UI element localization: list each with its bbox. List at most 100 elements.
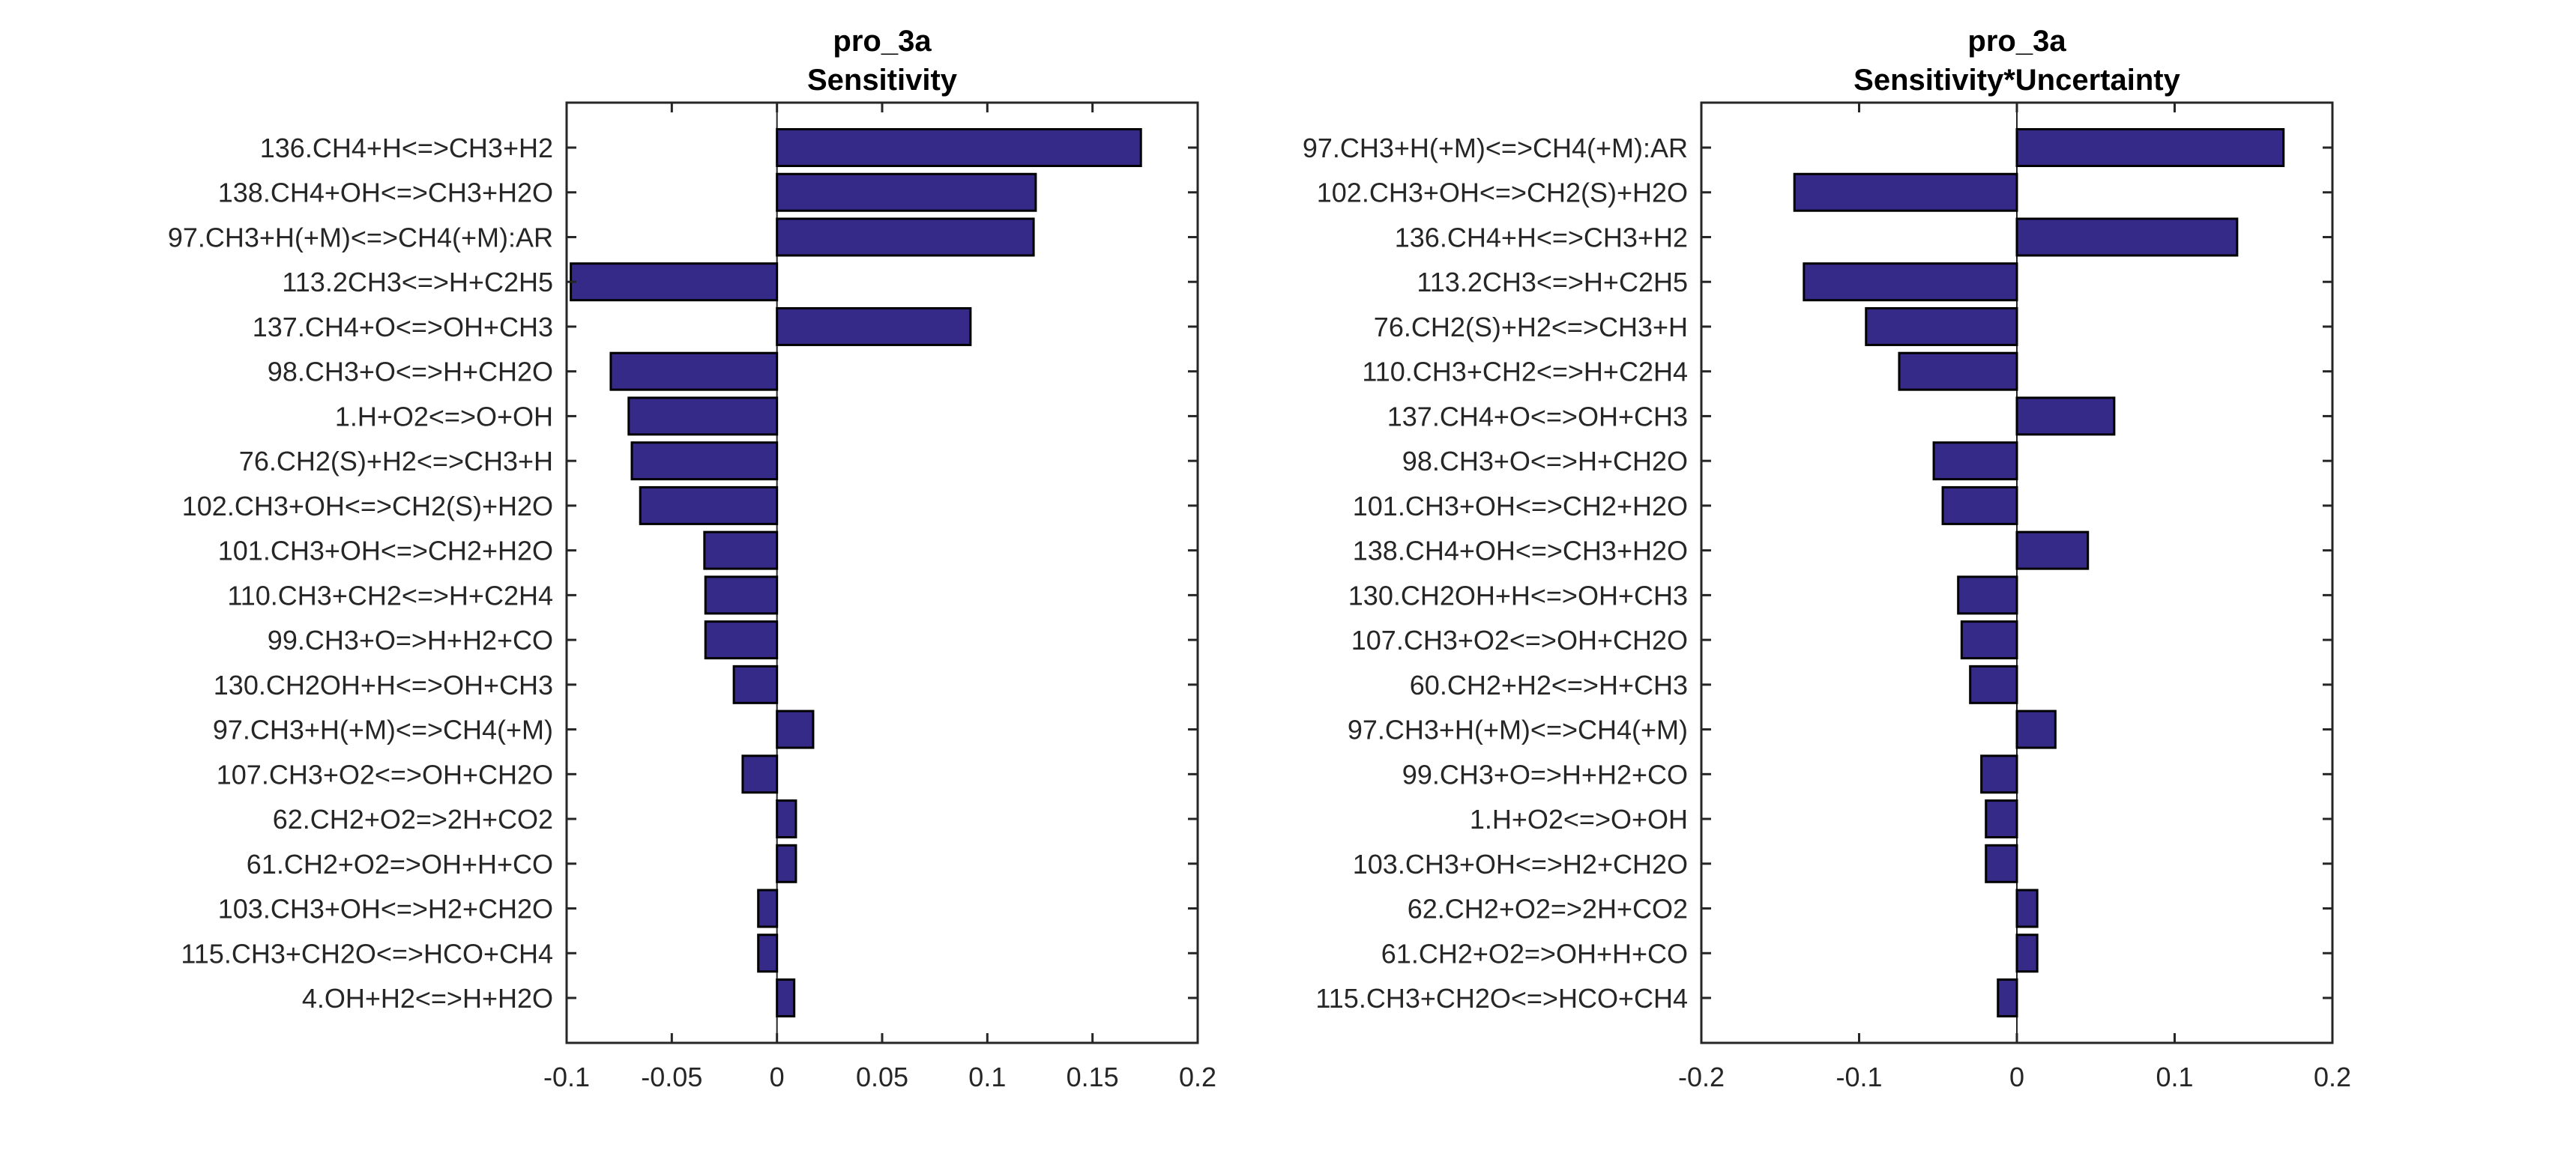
bar <box>741 754 779 794</box>
plot-area: 97.CH3+H(+M)<=>CH4(+M):AR 102.CH3+OH<=>CH… <box>1303 101 2351 1092</box>
bar <box>1932 441 2018 481</box>
y-tick-label: 113.2CH3<=>H+C2H5 <box>1417 267 1688 297</box>
bar <box>703 530 779 570</box>
bar <box>1980 754 2018 794</box>
panel-title: pro_3a <box>833 25 932 58</box>
y-tick-label: 1.H+O2<=>O+OH <box>1470 804 1688 835</box>
axes-box <box>1700 101 2334 1044</box>
x-tick-label: 0.1 <box>968 1062 1006 1092</box>
bar <box>704 575 779 615</box>
y-tick-label: 98.CH3+O<=>H+CH2O <box>1402 446 1688 476</box>
panel-title: pro_3a <box>1967 25 2066 58</box>
bar <box>1960 620 2018 660</box>
y-tick-label: 101.CH3+OH<=>CH2+H2O <box>1353 491 1688 521</box>
bar <box>2015 217 2239 257</box>
x-tick-label: 0.2 <box>2314 1062 2351 1092</box>
x-tick-label: -0.05 <box>641 1062 702 1092</box>
sensitivity-panel: pro_3a Sensitivity 136.CH4+H<=>CH3+H2 138… <box>168 25 1216 1092</box>
bar <box>639 485 779 525</box>
bar <box>2015 530 2090 570</box>
x-tick-label: 0.2 <box>1179 1062 1216 1092</box>
bar <box>776 978 796 1017</box>
axes-box <box>565 101 1199 1044</box>
bar <box>776 217 1035 257</box>
bar <box>630 441 779 481</box>
y-tick-label: 107.CH3+O2<=>OH+CH2O <box>217 759 553 790</box>
plot-area: 136.CH4+H<=>CH3+H2 138.CH4+OH<=>CH3+H2O 97… <box>168 101 1216 1092</box>
y-tick-label: 102.CH3+OH<=>CH2(S)+H2O <box>1317 178 1688 208</box>
x-tick-label: -0.1 <box>1836 1062 1882 1092</box>
y-tick-label: 97.CH3+H(+M)<=>CH4(+M):AR <box>168 222 553 252</box>
y-tick-label: 102.CH3+OH<=>CH2(S)+H2O <box>182 491 553 521</box>
y-tick-label: 62.CH2+O2=>2H+CO2 <box>1408 894 1688 925</box>
x-tick-label: 0.05 <box>856 1062 908 1092</box>
x-tick-label: -0.1 <box>543 1062 590 1092</box>
y-tick-label: 97.CH3+H(+M)<=>CH4(+M) <box>213 715 553 745</box>
bar <box>2015 396 2116 436</box>
bar <box>2015 889 2039 928</box>
y-tick-label: 107.CH3+O2<=>OH+CH2O <box>1351 625 1688 656</box>
bar <box>1941 485 2018 525</box>
y-tick-label: 76.CH2(S)+H2<=>CH3+H <box>239 446 553 476</box>
y-tick-label: 61.CH2+O2=>OH+H+CO <box>247 849 553 880</box>
y-tick-label: 76.CH2(S)+H2<=>CH3+H <box>1374 312 1688 342</box>
bar <box>1985 844 2018 883</box>
bar <box>704 620 779 660</box>
y-tick-label: 130.CH2OH+H<=>OH+CH3 <box>214 670 553 701</box>
y-tick-label: 61.CH2+O2=>OH+H+CO <box>1381 938 1688 969</box>
x-tick-label: 0 <box>770 1062 785 1092</box>
bar <box>776 306 972 346</box>
bar <box>776 844 797 883</box>
panel-subtitle: Sensitivity <box>807 64 958 97</box>
bar <box>1898 351 2018 391</box>
bar <box>776 709 815 749</box>
y-tick-label: 130.CH2OH+H<=>OH+CH3 <box>1348 580 1688 611</box>
y-tick-label: 110.CH3+CH2<=>H+C2H4 <box>1362 357 1688 387</box>
bar <box>1865 306 2018 346</box>
y-tick-label: 115.CH3+CH2O<=>HCO+CH4 <box>181 938 553 969</box>
y-tick-label: 1.H+O2<=>O+OH <box>335 401 553 432</box>
y-tick-label: 103.CH3+OH<=>H2+CH2O <box>1353 849 1688 880</box>
x-tick-label: 0 <box>2009 1062 2024 1092</box>
x-tick-label: 0.1 <box>2156 1062 2193 1092</box>
bar <box>757 934 779 973</box>
bar <box>732 665 779 704</box>
bar <box>776 128 1142 167</box>
y-tick-label: 136.CH4+H<=>CH3+H2 <box>260 133 553 163</box>
y-tick-label: 113.2CH3<=>H+C2H5 <box>282 267 553 297</box>
y-tick-label: 99.CH3+O=>H+H2+CO <box>268 625 553 656</box>
bar <box>2015 128 2285 167</box>
y-tick-label: 137.CH4+O<=>OH+CH3 <box>1387 401 1688 432</box>
y-tick-label: 99.CH3+O=>H+H2+CO <box>1402 759 1688 790</box>
bar <box>1957 575 2018 615</box>
y-tick-label: 137.CH4+O<=>OH+CH3 <box>253 312 553 342</box>
x-tick-label: 0.15 <box>1067 1062 1119 1092</box>
y-tick-label: 4.OH+H2<=>H+H2O <box>302 983 553 1014</box>
y-tick-label: 103.CH3+OH<=>H2+CH2O <box>218 894 553 925</box>
bar <box>2015 709 2057 749</box>
y-tick-label: 101.CH3+OH<=>CH2+H2O <box>218 536 553 566</box>
bar <box>1985 799 2018 839</box>
y-tick-label: 60.CH2+H2<=>H+CH3 <box>1410 670 1688 701</box>
y-tick-label: 97.CH3+H(+M)<=>CH4(+M):AR <box>1303 133 1688 163</box>
y-tick-label: 62.CH2+O2=>2H+CO2 <box>273 804 553 835</box>
y-tick-label: 98.CH3+O<=>H+CH2O <box>268 357 553 387</box>
bar <box>1793 172 2018 212</box>
y-tick-label: 110.CH3+CH2<=>H+C2H4 <box>227 580 553 611</box>
y-tick-label: 138.CH4+OH<=>CH3+H2O <box>218 178 553 208</box>
bar <box>627 396 779 436</box>
bar <box>1969 665 2018 704</box>
y-tick-label: 138.CH4+OH<=>CH3+H2O <box>1353 536 1688 566</box>
bar <box>570 262 779 302</box>
bar <box>1803 262 2018 302</box>
y-tick-label: 97.CH3+H(+M)<=>CH4(+M) <box>1348 715 1688 745</box>
bar <box>1997 978 2018 1017</box>
bar <box>776 172 1037 212</box>
x-tick-label: -0.2 <box>1678 1062 1725 1092</box>
panel-subtitle: Sensitivity*Uncertainty <box>1853 64 2180 97</box>
y-tick-label: 136.CH4+H<=>CH3+H2 <box>1395 222 1688 252</box>
bar <box>2015 934 2039 973</box>
bar <box>609 351 779 391</box>
y-tick-label: 115.CH3+CH2O<=>HCO+CH4 <box>1315 983 1688 1014</box>
